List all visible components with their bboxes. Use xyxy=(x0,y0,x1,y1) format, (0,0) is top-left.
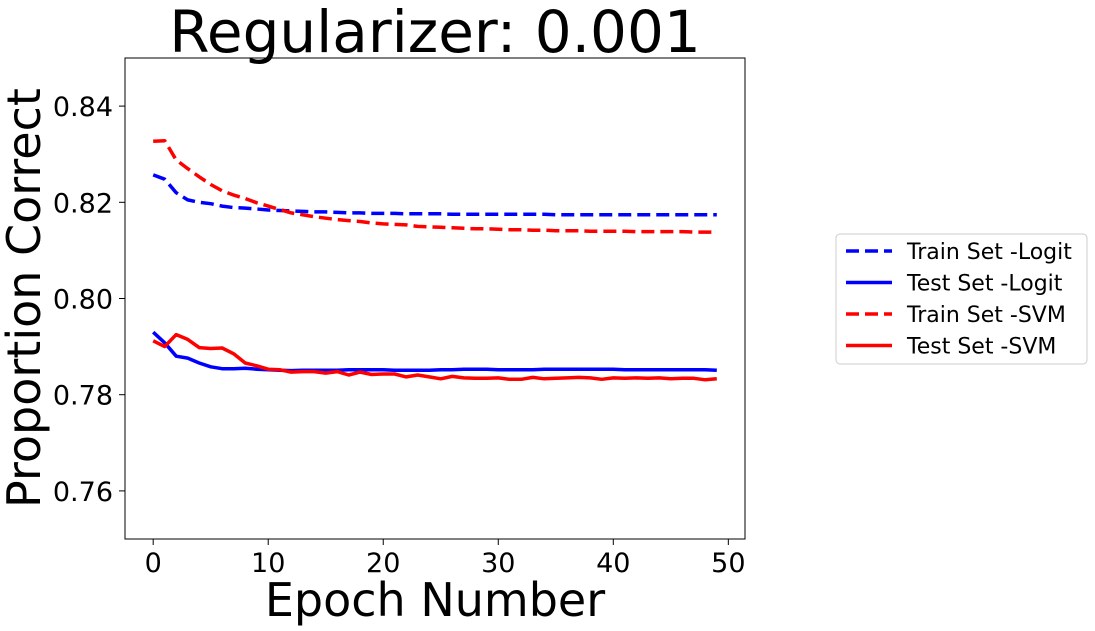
y-axis-label: Proportion Correct xyxy=(0,88,51,508)
chart-title: Regularizer: 0.001 xyxy=(169,0,701,66)
x-tick-label: 0 xyxy=(145,548,162,579)
y-tick-label: 0.84 xyxy=(53,92,113,123)
legend-label: Test Set -SVM xyxy=(906,335,1056,360)
x-tick-label: 30 xyxy=(481,548,515,579)
series-line-train-set-logit xyxy=(152,173,717,217)
plot-frame xyxy=(124,57,746,540)
legend-frame xyxy=(835,233,1088,365)
y-tick-label: 0.78 xyxy=(53,381,113,412)
series-line-train-set-svm xyxy=(153,138,717,234)
y-axis-ticks: 0.76 0.78 0.80 0.82 0.84 xyxy=(53,92,125,508)
x-tick-label: 50 xyxy=(711,548,745,579)
x-axis-label: Epoch Number xyxy=(265,573,605,627)
x-tick-label: 10 xyxy=(251,548,285,579)
legend: Train Set -Logit Test Set -Logit Train Set… xyxy=(835,233,1088,365)
x-tick-label: 20 xyxy=(366,548,400,579)
plot-lines xyxy=(152,138,717,382)
y-tick-label: 0.80 xyxy=(53,285,113,316)
x-tick-label: 40 xyxy=(596,548,630,579)
legend-label: Train Set -Logit xyxy=(906,240,1072,265)
y-tick-label: 0.82 xyxy=(53,188,113,219)
legend-label: Test Set -Logit xyxy=(906,272,1063,297)
y-tick-label: 0.76 xyxy=(53,477,113,508)
series-line-test-set-svm xyxy=(152,332,717,382)
series-line-test-set-logit xyxy=(152,330,717,373)
x-axis-ticks: 0 10 20 30 40 50 xyxy=(145,539,746,579)
legend-label: Train Set -SVM xyxy=(906,303,1066,328)
